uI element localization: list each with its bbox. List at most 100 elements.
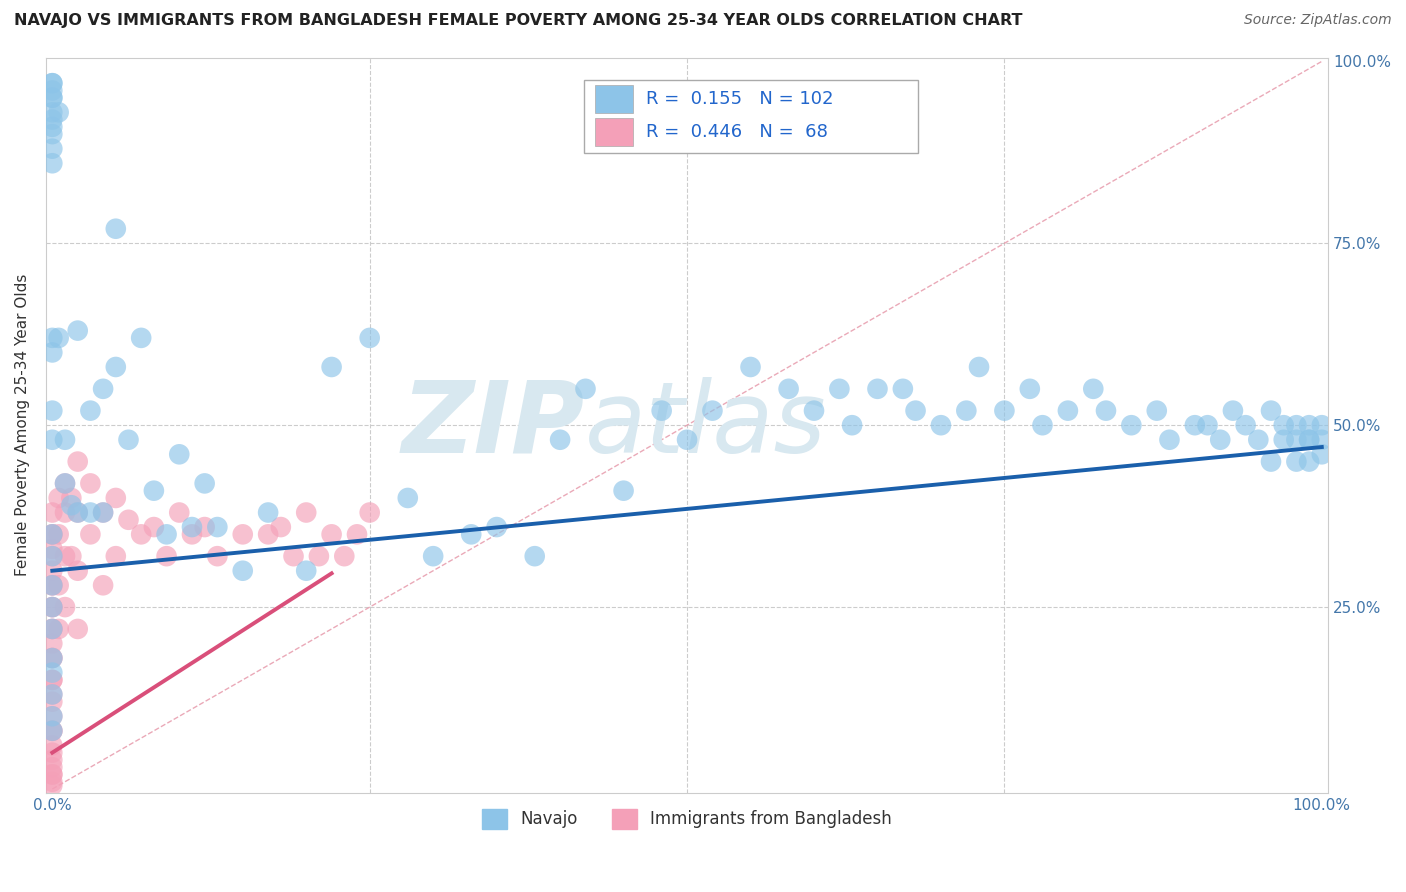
Point bbox=[232, 564, 254, 578]
Point bbox=[841, 418, 863, 433]
Point bbox=[308, 549, 330, 564]
Point bbox=[41, 600, 63, 615]
Point bbox=[79, 403, 101, 417]
Point bbox=[66, 324, 89, 338]
Point bbox=[1083, 382, 1105, 396]
Point bbox=[41, 709, 63, 723]
Point bbox=[41, 527, 63, 541]
Point bbox=[702, 403, 724, 417]
Point bbox=[207, 549, 229, 564]
Point bbox=[41, 156, 63, 170]
Point bbox=[41, 746, 63, 760]
Point bbox=[91, 506, 114, 520]
Point bbox=[41, 578, 63, 592]
Point bbox=[142, 520, 165, 534]
Point bbox=[41, 403, 63, 417]
Point bbox=[828, 382, 851, 396]
Point bbox=[41, 127, 63, 141]
Point bbox=[41, 767, 63, 781]
Point bbox=[142, 483, 165, 498]
Point bbox=[866, 382, 889, 396]
Point bbox=[651, 403, 673, 417]
Point bbox=[1197, 418, 1219, 433]
Point bbox=[53, 549, 76, 564]
Point bbox=[993, 403, 1015, 417]
Point bbox=[41, 774, 63, 789]
Point bbox=[548, 433, 571, 447]
Legend: Navajo, Immigrants from Bangladesh: Navajo, Immigrants from Bangladesh bbox=[475, 802, 898, 836]
Point bbox=[129, 527, 152, 541]
Point bbox=[41, 688, 63, 702]
Point bbox=[1095, 403, 1118, 417]
Point bbox=[41, 527, 63, 541]
Point bbox=[41, 651, 63, 665]
Point bbox=[359, 506, 381, 520]
Point bbox=[41, 622, 63, 636]
Point bbox=[321, 359, 343, 374]
Point bbox=[359, 331, 381, 345]
Point bbox=[891, 382, 914, 396]
Point bbox=[48, 622, 70, 636]
Point bbox=[41, 723, 63, 738]
Point bbox=[41, 688, 63, 702]
Point bbox=[422, 549, 444, 564]
Point bbox=[1285, 433, 1308, 447]
Point bbox=[48, 105, 70, 120]
Point bbox=[967, 359, 990, 374]
Point bbox=[1260, 403, 1282, 417]
Point bbox=[207, 520, 229, 534]
Point bbox=[1285, 454, 1308, 468]
Point bbox=[41, 723, 63, 738]
Point bbox=[104, 549, 127, 564]
Point bbox=[1272, 418, 1295, 433]
Point bbox=[676, 433, 699, 447]
Point bbox=[1310, 418, 1333, 433]
Point bbox=[41, 142, 63, 156]
Point bbox=[1285, 418, 1308, 433]
Point bbox=[117, 513, 139, 527]
Point bbox=[79, 506, 101, 520]
Point bbox=[1298, 433, 1320, 447]
Y-axis label: Female Poverty Among 25-34 Year Olds: Female Poverty Among 25-34 Year Olds bbox=[15, 274, 30, 576]
Point bbox=[41, 578, 63, 592]
Point bbox=[66, 506, 89, 520]
Text: NAVAJO VS IMMIGRANTS FROM BANGLADESH FEMALE POVERTY AMONG 25-34 YEAR OLDS CORREL: NAVAJO VS IMMIGRANTS FROM BANGLADESH FEM… bbox=[14, 13, 1022, 29]
Point bbox=[283, 549, 305, 564]
Point bbox=[194, 476, 217, 491]
Point bbox=[41, 433, 63, 447]
Point bbox=[53, 476, 76, 491]
Point bbox=[41, 91, 63, 105]
Point bbox=[41, 105, 63, 120]
Point bbox=[181, 520, 204, 534]
Point bbox=[41, 549, 63, 564]
Point bbox=[41, 622, 63, 636]
Point bbox=[523, 549, 546, 564]
Point bbox=[91, 382, 114, 396]
Point bbox=[41, 673, 63, 687]
Point bbox=[41, 91, 63, 105]
Bar bbox=[595, 85, 633, 113]
Point bbox=[66, 506, 89, 520]
Point bbox=[396, 491, 419, 505]
Point bbox=[41, 331, 63, 345]
Point bbox=[155, 527, 177, 541]
Text: atlas: atlas bbox=[585, 376, 827, 474]
Point bbox=[48, 527, 70, 541]
Point bbox=[1272, 433, 1295, 447]
Point bbox=[904, 403, 927, 417]
Point bbox=[53, 506, 76, 520]
Point bbox=[79, 476, 101, 491]
Text: R =  0.155   N = 102: R = 0.155 N = 102 bbox=[645, 90, 834, 108]
Point bbox=[48, 491, 70, 505]
Point bbox=[929, 418, 952, 433]
Text: ZIP: ZIP bbox=[402, 376, 585, 474]
Point bbox=[60, 549, 83, 564]
Text: Source: ZipAtlas.com: Source: ZipAtlas.com bbox=[1244, 13, 1392, 28]
Point bbox=[1018, 382, 1040, 396]
Bar bbox=[595, 118, 633, 146]
Point bbox=[346, 527, 368, 541]
Point bbox=[41, 636, 63, 650]
Point bbox=[41, 695, 63, 709]
Point bbox=[104, 491, 127, 505]
Point bbox=[333, 549, 356, 564]
